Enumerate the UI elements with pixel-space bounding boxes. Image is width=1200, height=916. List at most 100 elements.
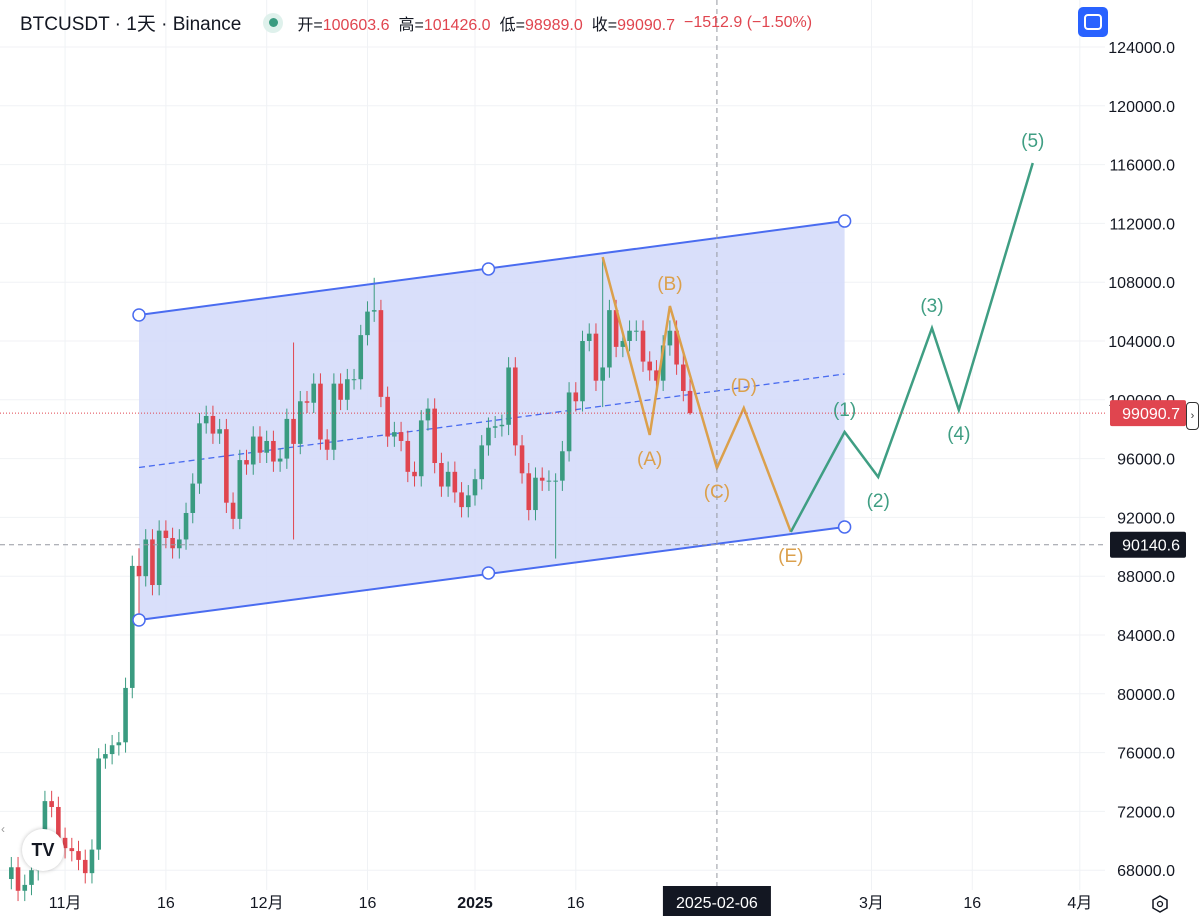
legend-bar: BTCUSDT · 1天 · Binance 开=100603.6 高=1014… bbox=[20, 9, 812, 36]
candle-body bbox=[439, 463, 444, 487]
y-axis-tick: 96000.0 bbox=[1117, 452, 1175, 469]
candle-body bbox=[580, 341, 585, 402]
candle-body bbox=[533, 477, 538, 511]
candle-body bbox=[499, 424, 505, 427]
close-value: 收=99090.7 bbox=[591, 16, 675, 34]
high-value: 高=101426.0 bbox=[398, 16, 491, 34]
candle-body bbox=[519, 445, 525, 474]
scroll-right-button[interactable]: › bbox=[1186, 402, 1199, 430]
candle-body bbox=[660, 345, 666, 381]
candle-body bbox=[69, 848, 75, 852]
candle-body bbox=[560, 451, 565, 481]
channel-handle[interactable] bbox=[481, 566, 496, 580]
symbol-title[interactable]: BTCUSDT · 1天 · Binance bbox=[20, 14, 242, 35]
low-value: 低=98989.0 bbox=[499, 16, 583, 34]
candle-body bbox=[156, 530, 162, 586]
candle-body bbox=[620, 341, 626, 347]
correction-wave-label: (E) bbox=[778, 546, 803, 567]
candle-body bbox=[76, 851, 81, 860]
impulse-wave-line bbox=[789, 162, 1034, 533]
fullscreen-button[interactable] bbox=[1078, 7, 1108, 37]
candle-body bbox=[425, 408, 431, 421]
candle-body bbox=[230, 502, 236, 519]
candle-body bbox=[103, 754, 108, 759]
candle-body bbox=[385, 396, 390, 437]
candle-body bbox=[586, 333, 592, 341]
candle-body bbox=[566, 392, 572, 452]
candle-body bbox=[613, 310, 619, 347]
candle-body bbox=[163, 530, 169, 538]
candle-body bbox=[398, 432, 404, 441]
candle-body bbox=[667, 330, 673, 346]
channel-handle[interactable] bbox=[132, 308, 146, 322]
candle-body bbox=[546, 480, 552, 482]
candle-body bbox=[197, 423, 202, 484]
candle-body bbox=[62, 837, 68, 849]
candle-body bbox=[486, 427, 491, 446]
channel-handle[interactable] bbox=[837, 520, 852, 534]
candle-body bbox=[136, 565, 142, 577]
scroll-left-icon[interactable]: ‹ bbox=[1, 822, 5, 836]
candle-body bbox=[392, 432, 397, 437]
candle-body bbox=[345, 379, 350, 400]
x-axis-tick: 3月 bbox=[859, 895, 884, 912]
channel-handle[interactable] bbox=[132, 613, 146, 627]
open-value: 开=100603.6 bbox=[297, 16, 390, 34]
crosshair-price-badge bbox=[1110, 531, 1186, 558]
candle-body bbox=[143, 539, 149, 577]
candle-body bbox=[445, 471, 451, 487]
y-axis-tick: 120000.0 bbox=[1108, 99, 1175, 116]
candle-body bbox=[600, 367, 605, 381]
y-axis-tick: 108000.0 bbox=[1108, 275, 1175, 292]
candle-body bbox=[257, 436, 263, 453]
candle-body bbox=[291, 418, 296, 444]
y-axis-tick: 76000.0 bbox=[1117, 746, 1175, 763]
candle-body bbox=[116, 742, 122, 746]
y-axis-tick: 104000.0 bbox=[1108, 334, 1175, 351]
last-price-label: 99090.7 bbox=[1122, 406, 1180, 423]
candle-body bbox=[183, 512, 189, 540]
correction-wave-label: (A) bbox=[637, 449, 662, 470]
candle-body bbox=[29, 870, 34, 885]
x-axis-tick: 2025 bbox=[457, 895, 493, 912]
candle-body bbox=[358, 335, 364, 380]
market-status-icon bbox=[263, 12, 284, 33]
candle-body bbox=[647, 361, 653, 371]
candle-body bbox=[640, 330, 646, 362]
candle-body bbox=[539, 477, 545, 481]
candle-body bbox=[311, 383, 317, 403]
candle-body bbox=[681, 364, 686, 391]
candle-body bbox=[277, 458, 283, 462]
x-axis-tick: 16 bbox=[359, 895, 377, 912]
candle-body bbox=[170, 537, 175, 549]
candle-body bbox=[365, 311, 370, 336]
candle-body bbox=[405, 440, 411, 472]
x-axis-tick: 11月 bbox=[49, 895, 82, 912]
crosshair-date-label: 2025-02-06 bbox=[676, 895, 758, 912]
candle-body bbox=[324, 439, 330, 450]
candle-body bbox=[573, 392, 579, 402]
candle-body bbox=[210, 415, 216, 434]
candle-body bbox=[513, 367, 518, 446]
candle-body bbox=[42, 801, 48, 843]
candle-body bbox=[607, 310, 612, 368]
candle-body bbox=[217, 429, 222, 434]
correction-wave-line bbox=[601, 256, 793, 533]
impulse-wave-label: (4) bbox=[947, 424, 970, 445]
y-axis-tick: 124000.0 bbox=[1108, 40, 1175, 57]
candle-body bbox=[96, 758, 101, 850]
settings-icon[interactable] bbox=[1152, 895, 1168, 913]
impulse-wave-label: (3) bbox=[920, 296, 943, 317]
candle-body bbox=[150, 539, 155, 586]
x-axis-tick: 4月 bbox=[1067, 895, 1092, 912]
channel-midline bbox=[138, 373, 845, 469]
candle-body bbox=[459, 492, 464, 508]
candle-body bbox=[633, 330, 639, 332]
channel-handle[interactable] bbox=[481, 262, 496, 276]
candle-body bbox=[318, 383, 323, 440]
candle-body bbox=[22, 884, 28, 891]
channel-handle[interactable] bbox=[837, 214, 852, 228]
candle-body bbox=[593, 333, 599, 381]
tradingview-logo[interactable]: TV bbox=[22, 829, 64, 871]
